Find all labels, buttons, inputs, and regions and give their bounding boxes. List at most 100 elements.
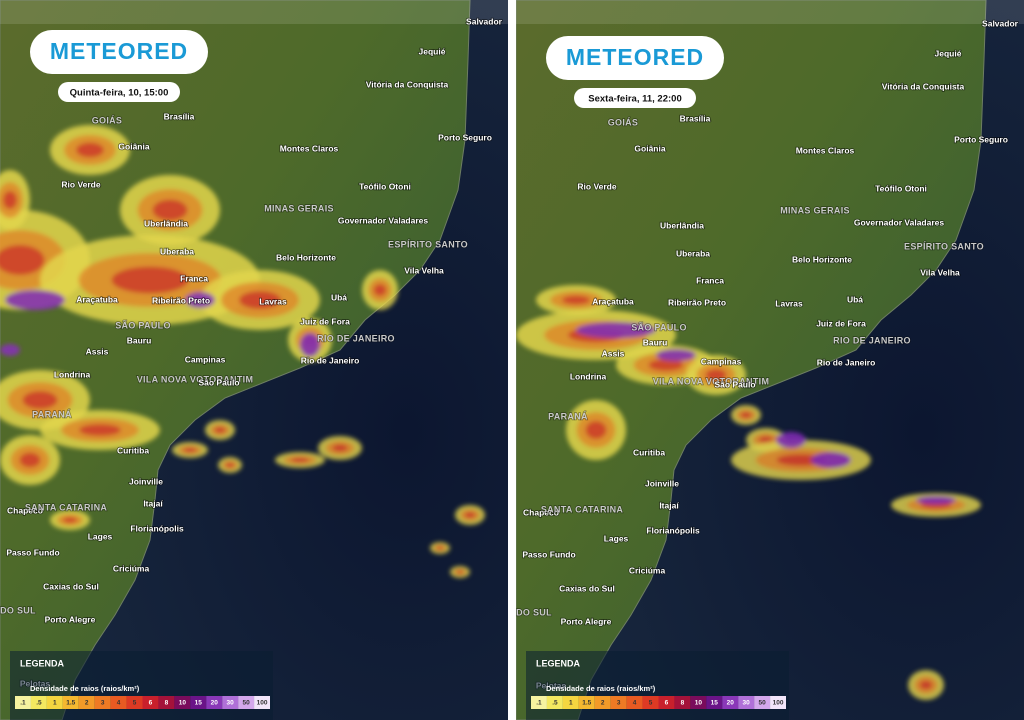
- city-label: Vitória da Conquista: [366, 79, 449, 89]
- logo: METEORED: [566, 44, 704, 70]
- city-label: Caxias do Sul: [559, 583, 615, 593]
- storm-inner: [214, 427, 226, 433]
- city-label: Itajaí: [143, 498, 163, 508]
- legend-step: 1.5: [66, 700, 75, 707]
- legend-swatch: [722, 696, 739, 709]
- region-label: PARANÁ: [548, 411, 588, 421]
- city-label: Ribeirão Preto: [668, 297, 726, 307]
- region-label: ESPÍRITO SANTO: [904, 241, 984, 251]
- legend-step: .5: [36, 700, 42, 707]
- legend-step: 1.5: [582, 700, 591, 707]
- city-label: Uberlândia: [660, 220, 704, 230]
- legend-swatch: [126, 696, 143, 709]
- storm-core: [776, 432, 806, 448]
- legend-step: 20: [727, 700, 735, 707]
- storm-core: [0, 344, 20, 356]
- legend-swatch: [642, 696, 659, 709]
- city-label: Curitiba: [117, 445, 149, 455]
- city-label: Juiz de Fora: [300, 316, 350, 326]
- city-label: Criciúma: [629, 565, 666, 575]
- legend-step: .1: [536, 700, 542, 707]
- city-label: Franca: [180, 273, 208, 283]
- legend-swatch: [578, 696, 595, 709]
- city-label: Porto Seguro: [438, 132, 492, 142]
- city-label: Teófilo Otoni: [875, 183, 927, 193]
- legend-step: 100: [773, 700, 784, 707]
- legend-step: 2: [85, 700, 89, 707]
- city-label: Goiânia: [118, 141, 149, 151]
- city-label: São Paulo: [198, 377, 239, 387]
- city-label: Ribeirão Preto: [152, 295, 210, 305]
- timestamp: Sexta-feira, 11, 22:00: [588, 94, 681, 105]
- region-label: ESPÍRITO SANTO: [388, 239, 468, 249]
- region-label: SÃO PAULO: [115, 320, 171, 330]
- storm-core: [300, 333, 320, 357]
- city-label: Bauru: [127, 335, 152, 345]
- legend-step: 6: [665, 700, 669, 707]
- legend-swatch: [142, 696, 159, 709]
- legend-step: 10: [695, 700, 703, 707]
- city-label: Curitiba: [633, 447, 665, 457]
- legend-swatch: [94, 696, 111, 709]
- legend-step: .5: [552, 700, 558, 707]
- city-label: Caxias do Sul: [43, 581, 99, 591]
- storm-layer: [516, 285, 981, 700]
- storm-core: [811, 452, 851, 468]
- storm-inner: [19, 452, 41, 468]
- legend-swatch: [738, 696, 755, 709]
- city-label: Florianópolis: [130, 523, 184, 533]
- legend-swatch: [190, 696, 207, 709]
- legend-swatch: [594, 696, 611, 709]
- city-label: Ubá: [331, 292, 347, 302]
- region-label: DO SUL: [516, 607, 552, 617]
- storm-inner: [3, 191, 17, 209]
- storm-inner: [585, 421, 607, 439]
- legend-swatch: [254, 696, 270, 709]
- city-label: Jequié: [935, 48, 962, 58]
- legend-step: 15: [195, 700, 203, 707]
- legend-step: 5: [649, 700, 653, 707]
- legend-step: 3: [101, 700, 105, 707]
- legend-swatch: [626, 696, 643, 709]
- storm-inner: [152, 199, 188, 221]
- city-label: Vitória da Conquista: [882, 81, 965, 91]
- city-label: Londrina: [54, 369, 91, 379]
- city-label: Rio Verde: [577, 181, 616, 191]
- city-label: Passo Fundo: [6, 547, 59, 557]
- city-label: Montes Claros: [280, 143, 339, 153]
- legend-swatch: [62, 696, 79, 709]
- city-label: Montes Claros: [796, 145, 855, 155]
- city-label: Jequié: [419, 46, 446, 56]
- legend-step: .1: [20, 700, 26, 707]
- legend-step: 1: [53, 700, 57, 707]
- city-label: Bauru: [643, 337, 668, 347]
- city-label: Araçatuba: [76, 294, 118, 304]
- legend-swatch: [770, 696, 786, 709]
- legend-step: 30: [227, 700, 235, 707]
- region-label: PARANÁ: [32, 409, 72, 419]
- region-label: VILA NOVA VOTORANTIM: [137, 374, 254, 384]
- legend-step: 10: [179, 700, 187, 707]
- city-label: Vila Velha: [404, 265, 444, 275]
- region-label: GOIÁS: [608, 117, 639, 127]
- storm-core: [656, 349, 696, 361]
- city-label: Campinas: [185, 354, 226, 364]
- legend-step: 2: [601, 700, 605, 707]
- legend-swatch: [110, 696, 127, 709]
- legend-subtitle: Densidade de raios (raios/km²): [546, 684, 656, 693]
- legend-step: 3: [617, 700, 621, 707]
- legend-step: 6: [149, 700, 153, 707]
- storm-inner: [740, 412, 752, 418]
- legend-step: 50: [242, 700, 250, 707]
- legend-swatch: [238, 696, 255, 709]
- city-label: Brasília: [680, 113, 711, 123]
- city-label: São Paulo: [714, 379, 755, 389]
- legend-swatch: [15, 696, 31, 709]
- land: [516, 0, 986, 720]
- city-label: Joinville: [129, 476, 163, 486]
- legend-swatch: [158, 696, 175, 709]
- city-label: Ubá: [847, 294, 863, 304]
- city-label: Joinville: [645, 478, 679, 488]
- city-label: Rio de Janeiro: [301, 355, 360, 365]
- city-label: Uberlândia: [144, 218, 188, 228]
